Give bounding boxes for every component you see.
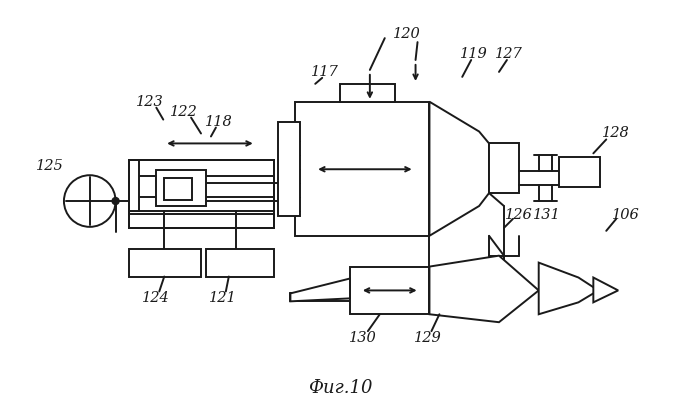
Circle shape — [112, 198, 119, 205]
Bar — [129, 214, 273, 228]
Text: 129: 129 — [414, 331, 441, 345]
Polygon shape — [539, 263, 598, 314]
Text: 121: 121 — [209, 291, 237, 305]
Bar — [340, 84, 395, 102]
Bar — [129, 197, 273, 211]
Text: Фиг.10: Фиг.10 — [308, 379, 373, 397]
Polygon shape — [429, 256, 539, 322]
Polygon shape — [593, 277, 618, 302]
Text: 124: 124 — [143, 291, 170, 305]
Text: 119: 119 — [460, 47, 488, 61]
Text: 128: 128 — [603, 127, 630, 141]
Bar — [164, 178, 192, 200]
Text: 118: 118 — [205, 115, 233, 129]
Bar — [296, 102, 429, 236]
Bar — [157, 170, 206, 206]
Bar — [489, 143, 519, 193]
Text: 123: 123 — [136, 95, 164, 109]
Text: 120: 120 — [393, 27, 421, 41]
Bar — [129, 160, 139, 211]
Bar — [129, 160, 273, 176]
Text: 127: 127 — [495, 47, 523, 61]
Text: 117: 117 — [311, 65, 339, 79]
Text: 122: 122 — [171, 105, 198, 119]
Polygon shape — [429, 102, 489, 236]
Bar — [129, 249, 201, 277]
Text: 106: 106 — [612, 208, 640, 222]
Bar — [206, 249, 273, 277]
Bar — [559, 157, 600, 187]
Text: 126: 126 — [505, 208, 533, 222]
Text: 130: 130 — [349, 331, 377, 345]
Text: 125: 125 — [36, 159, 64, 173]
Text: 131: 131 — [533, 208, 561, 222]
Bar — [350, 267, 429, 314]
Polygon shape — [290, 279, 350, 301]
Bar — [278, 122, 301, 216]
